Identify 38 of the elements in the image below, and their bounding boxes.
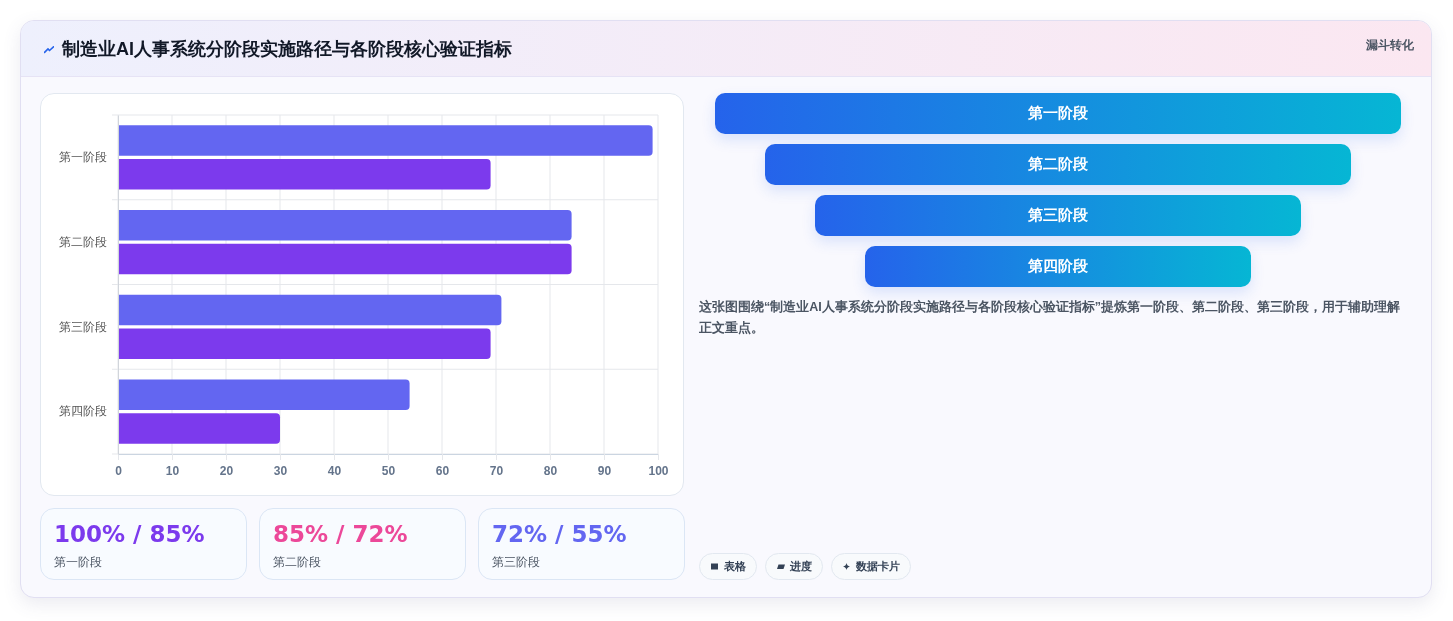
text: 表格 — [724, 559, 746, 574]
x-tick-label: 100 — [648, 463, 669, 478]
text: 100% / 85% — [54, 520, 205, 548]
y-tick-label: 第四阶段 — [59, 404, 107, 419]
text: 这张图围绕“制造业AI人事系统分阶段实施路径与各阶段核心验证指标”提炼第一阶段、第二阶段、第三阶段，用于辅助理解正文重点。 — [699, 299, 1401, 337]
x-tick-label: 20 — [219, 463, 234, 478]
bar — [118, 209, 572, 241]
x-tick-label: 60 — [435, 463, 450, 478]
bar — [118, 125, 653, 156]
category-label: 第二阶段 — [765, 144, 1351, 185]
text: 85% / 72% — [273, 520, 408, 548]
bar — [118, 294, 502, 326]
x-tick-label: 80 — [543, 463, 558, 478]
category-label: 第一阶段 — [715, 93, 1401, 134]
text: 数据卡片 — [856, 559, 900, 574]
category-label: 第三阶段 — [815, 195, 1301, 236]
text: 漏斗转化 — [1366, 37, 1414, 53]
text: 进度 — [790, 559, 812, 574]
bar — [118, 159, 491, 190]
x-tick-label: 30 — [273, 463, 288, 478]
bar — [118, 243, 572, 275]
x-tick-label: 10 — [165, 463, 180, 478]
y-tick-label: 第三阶段 — [59, 319, 107, 334]
y-tick-label: 第二阶段 — [59, 234, 107, 249]
x-tick-label: 90 — [597, 463, 612, 478]
x-tick-label: 0 — [115, 463, 123, 478]
x-tick-label: 40 — [327, 463, 342, 478]
bar — [118, 328, 491, 360]
category-label: 第四阶段 — [865, 246, 1251, 287]
bar — [118, 413, 280, 444]
text: 72% / 55% — [492, 520, 627, 548]
y-tick-label: 第一阶段 — [59, 150, 107, 165]
category-label: 第三阶段 — [492, 554, 540, 570]
x-tick-label: 70 — [489, 463, 504, 478]
x-tick-label: 50 — [381, 463, 396, 478]
bar — [118, 379, 410, 410]
category-label: 第二阶段 — [273, 554, 321, 570]
chart-title: 制造业AI人事系统分阶段实施路径与各阶段核心验证指标 — [62, 38, 512, 60]
